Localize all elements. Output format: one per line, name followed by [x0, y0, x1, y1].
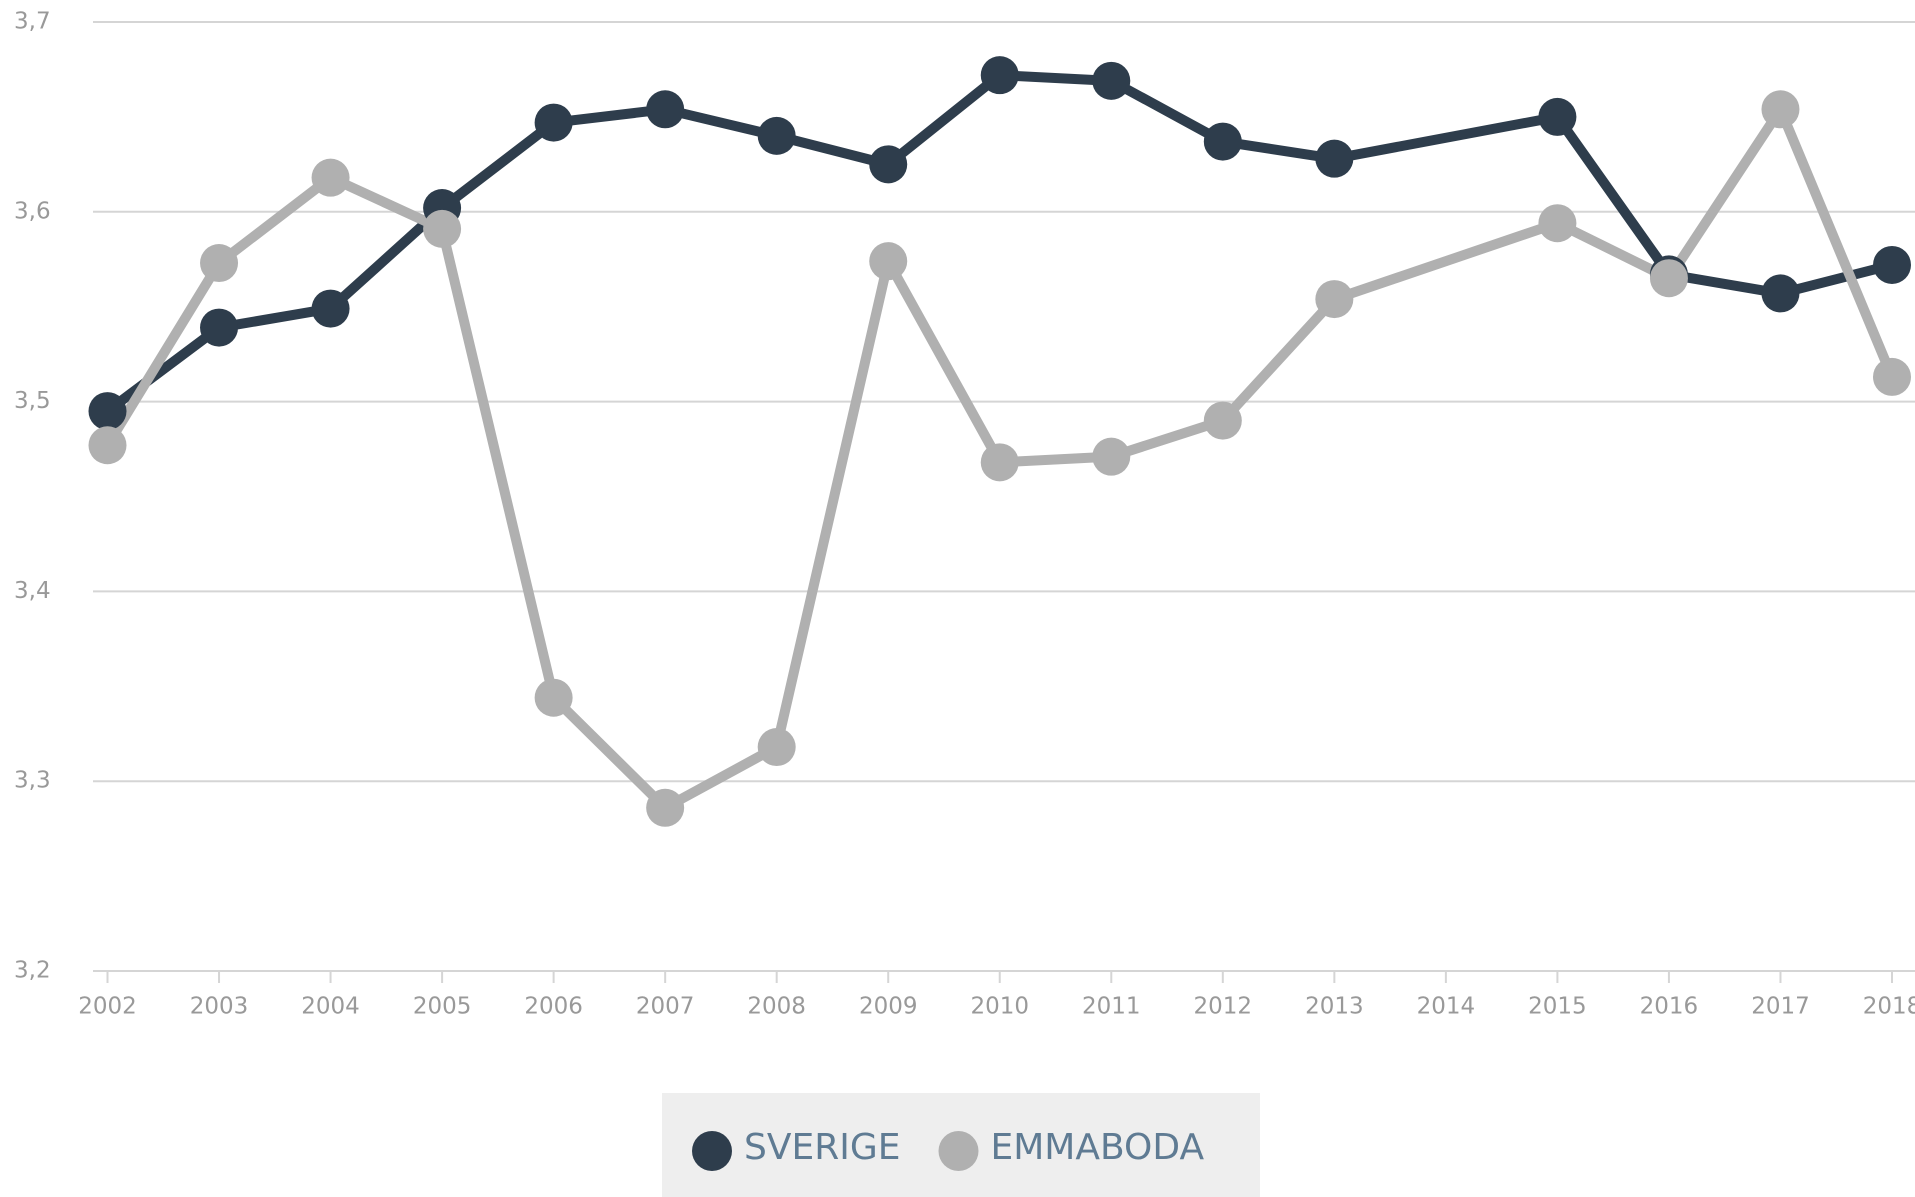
point	[88, 426, 127, 465]
point	[1092, 61, 1131, 100]
point	[757, 728, 796, 767]
point	[200, 308, 239, 347]
y-tick-label: 3,5	[14, 388, 51, 414]
point	[1761, 274, 1800, 313]
x-tick-label: 2005	[413, 994, 472, 1020]
point	[1315, 139, 1354, 178]
point	[980, 56, 1019, 95]
y-tick-label: 3,6	[14, 198, 51, 224]
y-tick-label: 3,4	[14, 578, 51, 604]
y-tick-label: 3,3	[14, 768, 51, 794]
point	[757, 116, 796, 155]
point	[646, 788, 685, 827]
legend-swatch	[692, 1131, 732, 1171]
x-tick-label: 2007	[636, 994, 695, 1020]
point	[1538, 204, 1577, 243]
y-tick-label: 3,2	[14, 958, 51, 984]
point	[1873, 357, 1911, 396]
point	[1873, 245, 1911, 284]
point	[534, 678, 573, 717]
y-tick-label: 3,7	[14, 9, 51, 35]
x-tick-label: 2008	[747, 994, 806, 1020]
point	[646, 90, 685, 129]
point	[1203, 401, 1242, 440]
legend-label: SVERIGE	[744, 1127, 901, 1168]
point	[1315, 280, 1354, 319]
point	[311, 158, 350, 197]
point	[869, 145, 908, 184]
x-tick-label: 2006	[524, 994, 583, 1020]
point	[869, 242, 908, 281]
series-line	[104, 70, 1894, 416]
point	[88, 392, 127, 431]
point	[1538, 97, 1577, 136]
point	[1203, 122, 1242, 161]
point	[1761, 90, 1800, 129]
point	[311, 289, 350, 328]
x-tick-label: 2014	[1417, 994, 1476, 1020]
point	[980, 443, 1019, 482]
legend-label: EMMABODA	[991, 1127, 1205, 1168]
x-tick-label: 2010	[970, 994, 1029, 1020]
x-tick-label: 2004	[301, 994, 360, 1020]
point	[423, 209, 462, 248]
point	[200, 244, 239, 283]
series-line	[103, 104, 1897, 813]
point	[534, 103, 573, 142]
x-tick-label: 2015	[1528, 994, 1587, 1020]
x-tick-label: 2016	[1640, 994, 1699, 1020]
legend-swatch	[938, 1131, 979, 1171]
x-tick-label: 2002	[78, 994, 137, 1020]
x-tick-label: 2017	[1751, 994, 1810, 1020]
x-tick-label: 2003	[190, 994, 249, 1020]
x-tick-label: 2011	[1082, 994, 1141, 1020]
x-tick-label: 2013	[1305, 994, 1364, 1020]
point	[1092, 437, 1131, 476]
x-tick-label: 2018	[1863, 994, 1915, 1020]
x-tick-label: 2012	[1194, 994, 1253, 1020]
point	[1649, 259, 1688, 298]
x-tick-label: 2009	[859, 994, 918, 1020]
